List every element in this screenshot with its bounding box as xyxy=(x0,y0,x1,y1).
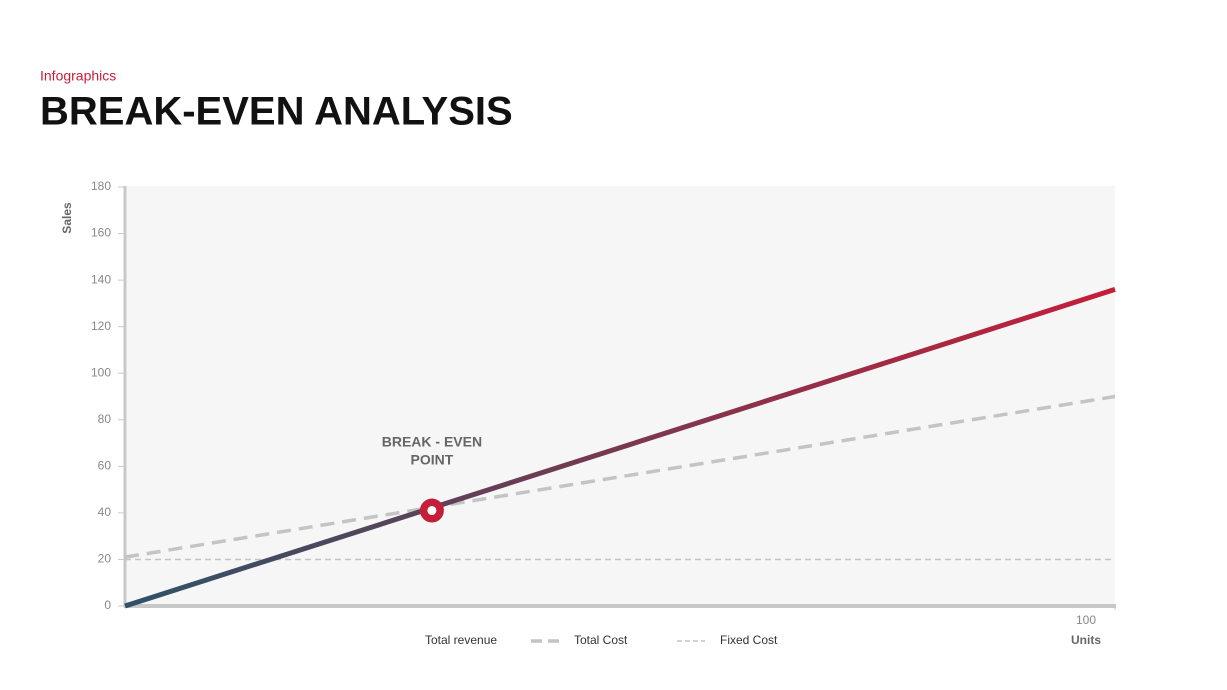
y-tick-label: 20 xyxy=(98,552,112,566)
y-tick-label: 60 xyxy=(98,459,112,473)
kicker: Infographics xyxy=(40,68,116,84)
legend-label: Total revenue xyxy=(425,633,497,647)
annotation-label: BREAK - EVEN xyxy=(382,433,482,449)
y-tick-label: 0 xyxy=(104,598,111,612)
y-tick-label: 100 xyxy=(91,365,111,379)
series-line xyxy=(124,394,1116,559)
break-even-point-center xyxy=(427,506,437,516)
plot-area xyxy=(125,186,1115,606)
annotation-label: POINT xyxy=(411,451,454,467)
series-line xyxy=(124,287,1116,609)
y-tick-label: 80 xyxy=(98,412,112,426)
x-tick-label: 100 xyxy=(1076,613,1096,627)
slide-title: BREAK-EVEN ANALYSIS xyxy=(40,90,513,134)
y-tick-label: 140 xyxy=(91,272,111,286)
legend-label: Fixed Cost xyxy=(720,633,778,647)
y-tick-label: 160 xyxy=(91,226,111,240)
legend-label: Total Cost xyxy=(574,633,628,647)
y-tick-label: 120 xyxy=(91,319,111,333)
y-tick-label: 40 xyxy=(98,505,112,519)
y-axis-label: Sales xyxy=(60,202,74,234)
x-axis-label: Units xyxy=(1071,633,1101,647)
y-tick-label: 180 xyxy=(91,179,111,193)
